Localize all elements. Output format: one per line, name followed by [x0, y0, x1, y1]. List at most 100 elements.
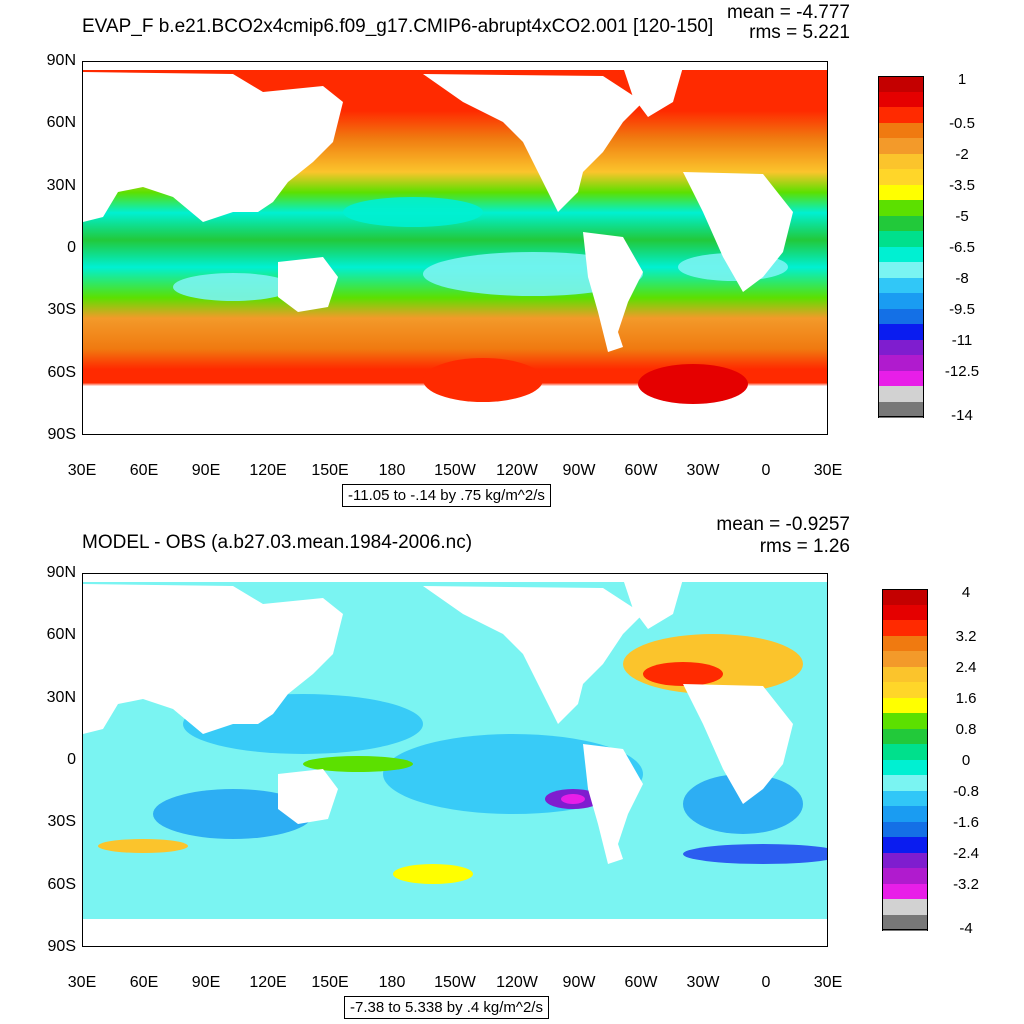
colorbar-frame: [878, 76, 924, 417]
y-tick-label: 90S: [47, 938, 76, 955]
colorbar-label: -6.5: [949, 238, 975, 256]
contour-range-label: -11.05 to -.14 by .75 kg/m^2/s: [342, 484, 551, 507]
x-tick-label: 150E: [311, 974, 349, 991]
x-tick-label: 180: [378, 462, 406, 479]
colorbar-label: -2.4: [953, 844, 979, 862]
x-tick-label: 90E: [191, 462, 221, 479]
map-title: MODEL - OBS (a.b27.03.mean.1984-2006.nc): [82, 532, 473, 553]
y-tick-label: 30S: [47, 813, 76, 830]
contour-range-label: -7.38 to 5.338 by .4 kg/m^2/s: [344, 996, 549, 1019]
x-tick-label: 120W: [496, 974, 538, 991]
colorbar-label: 2.4: [955, 658, 977, 676]
southern-ocean-patch: [638, 364, 748, 404]
x-tick-label: 90E: [191, 974, 221, 991]
colorbar-label: 0: [961, 751, 971, 769]
x-tick-label: 60W: [624, 462, 658, 479]
y-tick-label: 30N: [46, 177, 76, 194]
rms-label: rms = 1.26: [759, 536, 850, 557]
y-tick-label: 60S: [47, 876, 76, 893]
x-tick-label: 30W: [686, 974, 720, 991]
land-eurasia: [83, 584, 343, 734]
bias-patch: [683, 844, 827, 864]
x-tick-label: 90W: [562, 462, 596, 479]
x-tick-label: 0: [761, 974, 771, 991]
colorbar-label: -12.5: [944, 362, 980, 380]
y-tick-label: 60N: [46, 114, 76, 131]
colorbar-label: -8: [955, 269, 969, 287]
bias-patch: [561, 794, 585, 804]
x-tick-label: 120W: [496, 462, 538, 479]
x-tick-label: 60W: [624, 974, 658, 991]
land-africa: [683, 172, 793, 292]
land-south-america: [583, 232, 643, 352]
colorbar-label: 3.2: [955, 627, 977, 645]
colorbar-label: -1.6: [953, 813, 979, 831]
x-tick-label: 120E: [249, 462, 287, 479]
y-tick-label: 90S: [47, 426, 76, 443]
mean-label: mean = -4.777: [726, 2, 850, 23]
bias-patch: [153, 789, 313, 839]
colorbar-label: -2: [955, 145, 969, 163]
x-tick-label: 30E: [813, 974, 843, 991]
x-tick-label: 30W: [686, 462, 720, 479]
bias-patch: [303, 756, 413, 772]
colorbar-label: 0.8: [955, 720, 977, 738]
y-tick-label: 30S: [47, 301, 76, 318]
colorbar-label: -14: [951, 406, 973, 424]
southern-ocean-patch: [423, 358, 543, 402]
colorbar-label: 1.6: [955, 689, 977, 707]
y-tick-label: 30N: [46, 689, 76, 706]
colorbar-label: -5: [955, 207, 969, 225]
map-plot-area: [82, 61, 828, 435]
bias-patch: [393, 864, 473, 884]
x-tick-label: 180: [378, 974, 406, 991]
land-greenland: [623, 579, 683, 629]
land-greenland: [623, 67, 683, 117]
tropical-band: [173, 273, 293, 301]
y-tick-label: 0: [67, 239, 76, 256]
x-tick-label: 120E: [249, 974, 287, 991]
map-panel-bottom: MODEL - OBS (a.b27.03.mean.1984-2006.nc)…: [0, 512, 1024, 1024]
colorbar-label: -0.5: [949, 114, 975, 132]
land-eurasia: [83, 72, 343, 222]
colorbar-label: -4: [959, 919, 973, 937]
land-australia: [278, 257, 338, 312]
map-panel-top: EVAP_F b.e21.BCO2x4cmip6.f09_g17.CMIP6-a…: [46, 2, 980, 507]
tropical-band: [343, 197, 483, 227]
colorbar-label: -3.2: [953, 875, 979, 893]
land-north-america: [423, 74, 643, 212]
x-tick-label: 30E: [813, 462, 843, 479]
colorbar-label: -3.5: [949, 176, 975, 194]
land-australia: [278, 769, 338, 824]
land-antarctica: [83, 407, 827, 434]
x-tick-label: 0: [761, 462, 771, 479]
colorbar-frame: [882, 589, 928, 930]
colorbar-label: -0.8: [953, 782, 979, 800]
land-africa: [683, 684, 793, 804]
y-tick-label: 0: [67, 751, 76, 768]
rms-label: rms = 5.221: [749, 22, 850, 43]
x-tick-label: 30E: [67, 974, 97, 991]
y-tick-label: 90N: [46, 52, 76, 69]
x-tick-label: 90W: [562, 974, 596, 991]
x-tick-label: 150E: [311, 462, 349, 479]
x-tick-label: 150W: [434, 462, 476, 479]
model-minus-obs-map: [83, 579, 827, 946]
land-antarctica: [83, 919, 827, 946]
mean-label: mean = -0.9257: [716, 514, 850, 535]
colorbar-label: 1: [957, 70, 967, 88]
y-tick-label: 90N: [46, 564, 76, 581]
colorbar-label: -11: [951, 331, 973, 349]
evaporation-field-map: [83, 67, 827, 434]
land-north-america: [423, 586, 643, 724]
bias-patch: [643, 662, 723, 686]
map-plot-area: [82, 573, 828, 947]
y-tick-label: 60S: [47, 364, 76, 381]
land-south-america: [583, 744, 643, 864]
x-tick-label: 150W: [434, 974, 476, 991]
colorbar-label: -9.5: [949, 300, 975, 318]
map-title: EVAP_F b.e21.BCO2x4cmip6.f09_g17.CMIP6-a…: [82, 16, 714, 37]
colorbar-label: 4: [961, 583, 971, 601]
x-tick-label: 60E: [129, 462, 159, 479]
bias-patch: [98, 839, 188, 853]
